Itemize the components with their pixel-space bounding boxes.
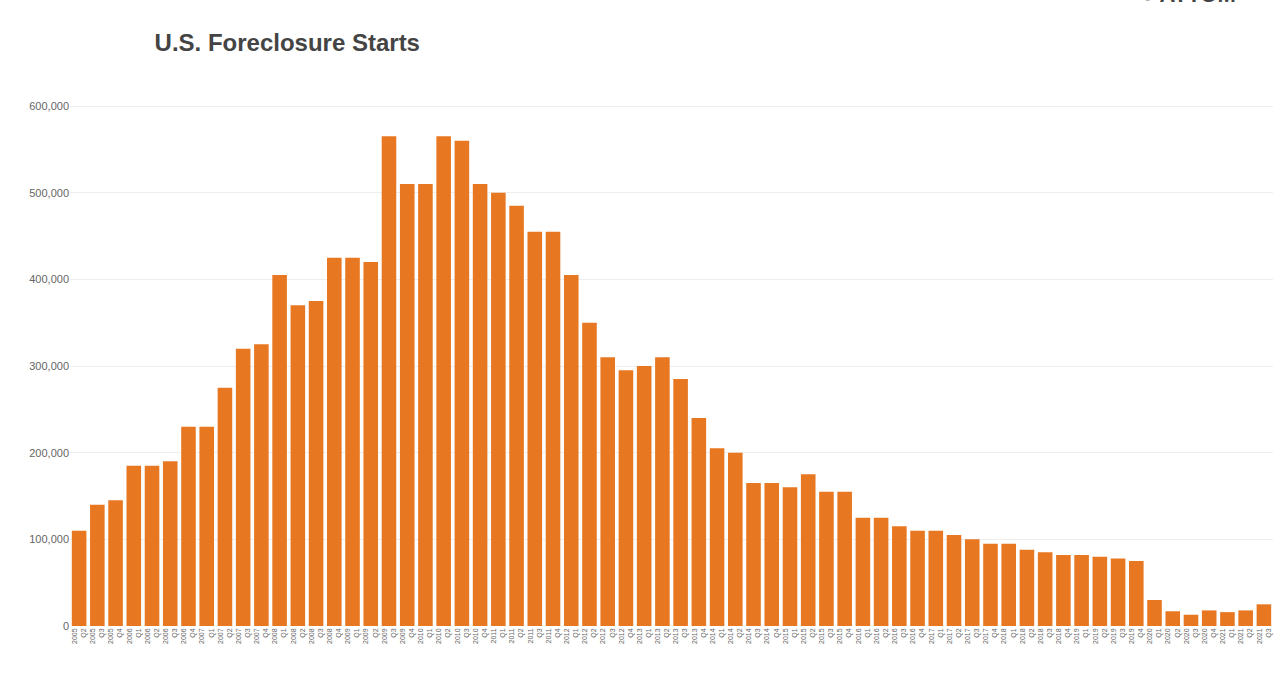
svg-text:2021Q1: 2021Q1 bbox=[1219, 628, 1236, 644]
svg-text:2020Q2: 2020Q2 bbox=[1164, 628, 1181, 644]
svg-text:2006Q1: 2006Q1 bbox=[126, 628, 143, 644]
svg-text:2007Q4: 2007Q4 bbox=[253, 628, 270, 644]
svg-text:2014Q2: 2014Q2 bbox=[727, 628, 744, 644]
svg-text:U.S. Foreclosure Starts: U.S. Foreclosure Starts bbox=[155, 29, 420, 56]
svg-text:2012Q1: 2012Q1 bbox=[563, 628, 580, 644]
svg-text:2012Q2: 2012Q2 bbox=[581, 628, 598, 644]
svg-text:2006Q4: 2006Q4 bbox=[180, 628, 197, 644]
svg-text:2012Q4: 2012Q4 bbox=[618, 628, 635, 644]
svg-text:2013Q3: 2013Q3 bbox=[672, 628, 689, 644]
svg-text:2021Q2: 2021Q2 bbox=[1237, 628, 1254, 644]
svg-text:500,000: 500,000 bbox=[29, 187, 69, 199]
svg-text:2007Q2: 2007Q2 bbox=[217, 628, 234, 644]
svg-text:200,000: 200,000 bbox=[29, 447, 69, 459]
svg-text:2005Q2: 2005Q2 bbox=[71, 628, 88, 644]
svg-text:2019Q2: 2019Q2 bbox=[1092, 628, 1109, 644]
svg-text:2010Q4: 2010Q4 bbox=[472, 628, 489, 644]
svg-text:2007Q1: 2007Q1 bbox=[198, 628, 215, 644]
svg-text:2015Q1: 2015Q1 bbox=[782, 628, 799, 644]
svg-text:2013Q2: 2013Q2 bbox=[654, 628, 671, 644]
svg-text:2011Q4: 2011Q4 bbox=[545, 628, 562, 643]
svg-text:2013Q4: 2013Q4 bbox=[691, 628, 708, 644]
svg-text:2019Q3: 2019Q3 bbox=[1110, 628, 1127, 644]
svg-text:2015Q3: 2015Q3 bbox=[818, 628, 835, 644]
svg-text:2018Q1: 2018Q1 bbox=[1000, 628, 1017, 644]
svg-text:2008Q1: 2008Q1 bbox=[271, 628, 288, 644]
svg-text:2020Q3: 2020Q3 bbox=[1183, 628, 1200, 644]
svg-text:2017Q1: 2017Q1 bbox=[928, 628, 945, 644]
svg-text:2009Q1: 2009Q1 bbox=[344, 628, 361, 644]
svg-text:2017Q4: 2017Q4 bbox=[982, 628, 999, 644]
svg-text:2016Q1: 2016Q1 bbox=[855, 628, 872, 644]
svg-text:2012Q3: 2012Q3 bbox=[599, 628, 616, 644]
svg-text:300,000: 300,000 bbox=[29, 360, 69, 372]
svg-text:2010Q1: 2010Q1 bbox=[417, 628, 434, 644]
svg-text:2005Q3: 2005Q3 bbox=[89, 628, 106, 644]
svg-text:2017Q3: 2017Q3 bbox=[964, 628, 981, 644]
svg-text:2014Q1: 2014Q1 bbox=[709, 628, 726, 644]
svg-text:400,000: 400,000 bbox=[29, 273, 69, 285]
svg-text:2020Q4: 2020Q4 bbox=[1201, 628, 1218, 644]
svg-text:600,000: 600,000 bbox=[29, 100, 69, 112]
svg-text:2018Q3: 2018Q3 bbox=[1037, 628, 1054, 644]
svg-text:2020Q1: 2020Q1 bbox=[1146, 628, 1163, 644]
svg-text:2011Q1: 2011Q1 bbox=[490, 628, 507, 643]
svg-text:2019Q1: 2019Q1 bbox=[1073, 628, 1090, 644]
svg-text:2009Q2: 2009Q2 bbox=[362, 628, 379, 644]
svg-text:2005Q4: 2005Q4 bbox=[107, 628, 124, 644]
svg-text:2019Q4: 2019Q4 bbox=[1128, 628, 1145, 644]
svg-text:0: 0 bbox=[63, 620, 69, 632]
svg-text:2014Q3: 2014Q3 bbox=[745, 628, 762, 644]
svg-text:2016Q4: 2016Q4 bbox=[909, 628, 926, 644]
svg-text:2015Q2: 2015Q2 bbox=[800, 628, 817, 644]
svg-text:100,000: 100,000 bbox=[29, 533, 69, 545]
svg-text:2014Q4: 2014Q4 bbox=[763, 628, 780, 644]
svg-text:2011Q2: 2011Q2 bbox=[508, 628, 525, 643]
svg-text:2008Q2: 2008Q2 bbox=[290, 628, 307, 644]
svg-text:2009Q3: 2009Q3 bbox=[381, 628, 398, 644]
svg-text:2008Q4: 2008Q4 bbox=[326, 628, 343, 644]
svg-text:2018Q2: 2018Q2 bbox=[1019, 628, 1036, 644]
svg-text:2006Q3: 2006Q3 bbox=[162, 628, 179, 644]
svg-text:2013Q1: 2013Q1 bbox=[636, 628, 653, 644]
svg-text:2010Q3: 2010Q3 bbox=[454, 628, 471, 644]
svg-text:2015Q4: 2015Q4 bbox=[836, 628, 853, 644]
svg-text:2006Q2: 2006Q2 bbox=[144, 628, 161, 644]
svg-text:2016Q3: 2016Q3 bbox=[891, 628, 908, 644]
svg-text:2007Q3: 2007Q3 bbox=[235, 628, 252, 644]
svg-text:2009Q4: 2009Q4 bbox=[399, 628, 416, 644]
svg-text:● ATTOM ™: ● ATTOM ™ bbox=[1141, 0, 1253, 7]
svg-text:2018Q4: 2018Q4 bbox=[1055, 628, 1072, 644]
svg-text:2011Q3: 2011Q3 bbox=[527, 628, 544, 643]
svg-text:2021Q3: 2021Q3 bbox=[1256, 628, 1273, 644]
svg-text:2017Q2: 2017Q2 bbox=[946, 628, 963, 644]
svg-text:2010Q2: 2010Q2 bbox=[435, 628, 452, 644]
svg-text:2008Q3: 2008Q3 bbox=[308, 628, 325, 644]
svg-text:2016Q2: 2016Q2 bbox=[873, 628, 890, 644]
